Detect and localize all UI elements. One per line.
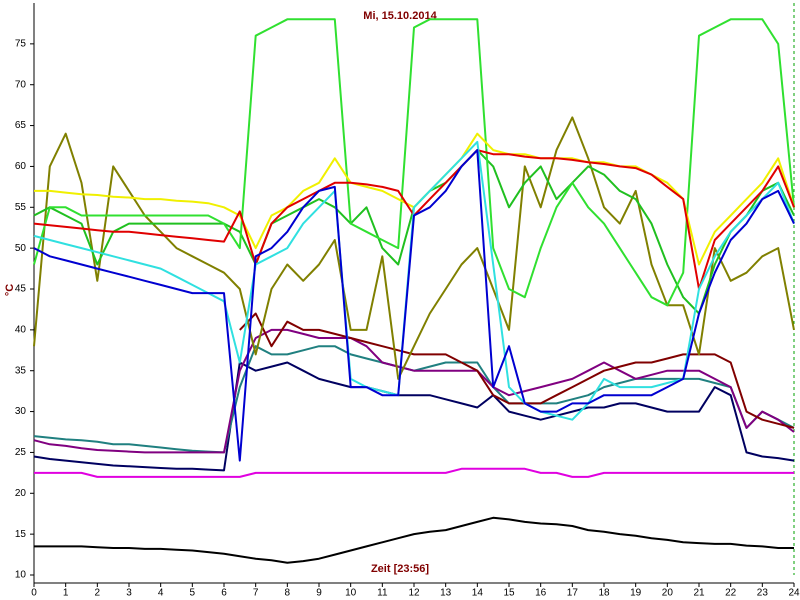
x-tick-label: 9 (316, 588, 322, 599)
y-tick-label: 25 (15, 447, 27, 458)
series-line (33, 18, 795, 307)
y-tick-label: 55 (15, 202, 27, 213)
series-line (33, 361, 795, 472)
y-tick-label: 60 (15, 161, 27, 172)
x-tick-label: 23 (757, 588, 769, 599)
x-tick-label: 4 (158, 588, 164, 599)
series-line (33, 149, 795, 462)
x-tick-label: 20 (662, 588, 674, 599)
y-tick-label: 75 (15, 38, 27, 49)
y-tick-label: 30 (15, 406, 27, 417)
x-tick-label: 12 (408, 588, 420, 599)
x-tick-label: 10 (345, 588, 357, 599)
y-tick-label: 65 (15, 120, 27, 131)
x-tick-label: 16 (535, 588, 547, 599)
y-tick-label: 45 (15, 284, 27, 295)
y-tick-label: 35 (15, 365, 27, 376)
x-tick-label: 1 (63, 588, 69, 599)
x-tick-label: 15 (503, 588, 515, 599)
series-line (34, 516, 794, 564)
y-tick-label: 15 (15, 529, 27, 540)
x-tick-label: 3 (126, 588, 132, 599)
x-tick-label: 22 (725, 588, 737, 599)
y-tick-label: 70 (15, 79, 27, 90)
y-tick-label: 50 (15, 243, 27, 254)
x-tick-label: 11 (377, 588, 388, 599)
x-tick-label: 17 (567, 588, 579, 599)
x-tick-label: 24 (788, 588, 800, 599)
y-tick-label: 20 (15, 488, 27, 499)
x-tick-label: 13 (440, 588, 452, 599)
x-tick-label: 8 (285, 588, 291, 599)
y-axis-label: °C (4, 284, 16, 296)
series-line (34, 467, 794, 478)
series-line (33, 140, 795, 421)
x-tick-label: 5 (190, 588, 196, 599)
series-line (33, 328, 795, 454)
x-tick-label: 14 (472, 588, 484, 599)
x-tick-label: 7 (253, 588, 259, 599)
series-line (239, 312, 795, 429)
x-tick-label: 21 (693, 588, 705, 599)
x-tick-label: 19 (630, 588, 642, 599)
x-tick-label: 6 (221, 588, 227, 599)
y-tick-label: 10 (15, 570, 27, 581)
chart-title: Mi, 15.10.2014 (363, 10, 437, 22)
x-tick-label: 2 (95, 588, 101, 599)
x-tick-label: 0 (31, 588, 37, 599)
x-tick-label: 18 (598, 588, 610, 599)
y-tick-label: 40 (15, 324, 27, 335)
x-axis-label: Zeit [23:56] (371, 563, 429, 575)
